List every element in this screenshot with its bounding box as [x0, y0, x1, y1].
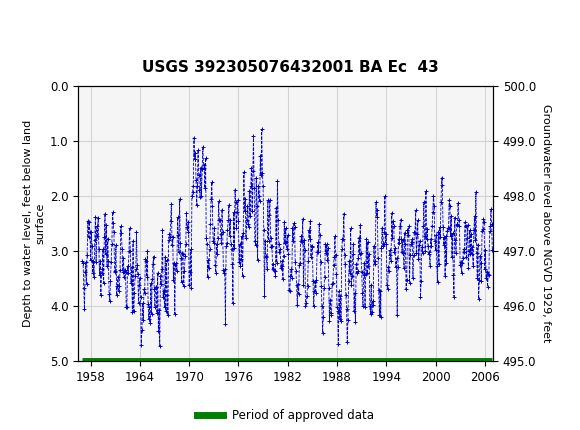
Y-axis label: Depth to water level, feet below land
surface: Depth to water level, feet below land su…	[23, 120, 46, 327]
Text: ≋: ≋	[3, 12, 21, 33]
Legend: Period of approved data: Period of approved data	[192, 404, 379, 427]
Text: ≡USGS: ≡USGS	[9, 14, 79, 31]
Text: USGS: USGS	[23, 14, 74, 31]
Text: USGS 392305076432001 BA Ec  43: USGS 392305076432001 BA Ec 43	[142, 60, 438, 75]
Y-axis label: Groundwater level above NGVD 1929, feet: Groundwater level above NGVD 1929, feet	[541, 104, 550, 343]
